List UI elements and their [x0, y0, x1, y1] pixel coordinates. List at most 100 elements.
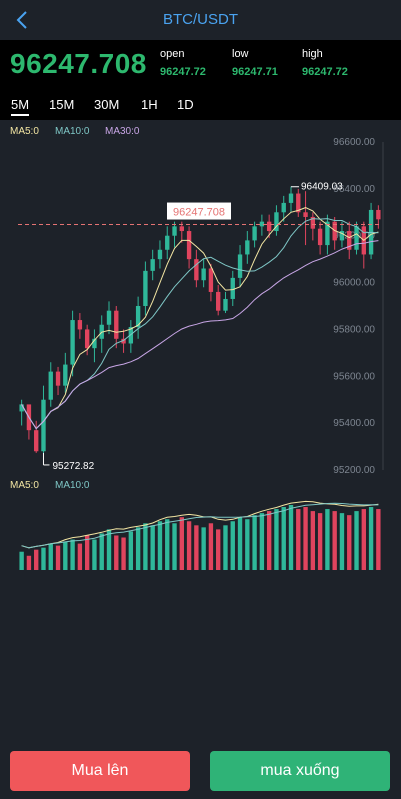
volume-bar [121, 537, 126, 570]
candle-body [208, 268, 214, 292]
high-stat: high 96247.72 [302, 48, 348, 78]
high-value: 96247.72 [302, 66, 348, 78]
volume-bar [63, 541, 68, 570]
y-tick-label: 96600.00 [333, 137, 375, 148]
candle-body [310, 216, 316, 229]
candle-body [354, 226, 359, 250]
volume-bar [157, 521, 163, 570]
candle-body [41, 399, 46, 452]
candle-body [48, 371, 53, 400]
volume-bar [259, 513, 265, 570]
candle-body [223, 298, 228, 311]
volume-bar [114, 535, 119, 570]
volume-bar [70, 539, 75, 570]
volume-bar [245, 519, 250, 570]
ticker-panel: 96247.708 open 96247.72 low 96247.71 hig… [0, 40, 401, 92]
volume-bar [354, 511, 359, 570]
volume-bar [186, 521, 192, 570]
candle-body [84, 329, 90, 349]
volume-bar [194, 525, 199, 570]
volume-bar [223, 525, 228, 570]
candle-body [347, 231, 352, 250]
volume-bar [325, 509, 330, 570]
y-tick-label: 95800.00 [333, 324, 375, 335]
candle-body [157, 249, 163, 260]
volume-bar [172, 523, 177, 570]
candle-body [274, 212, 279, 232]
tab-5m[interactable]: 5M [11, 97, 30, 116]
volume-bar [266, 511, 272, 570]
candle-body [296, 193, 301, 213]
open-stat: open 96247.72 [160, 48, 206, 78]
candle-body [288, 193, 294, 203]
current-price-label: 96247.708 [173, 207, 225, 219]
volume-bar [55, 545, 61, 570]
tab-15m[interactable]: 15M [49, 97, 75, 112]
vol-ma5-indicator: MA5:0 [10, 480, 39, 491]
candle-body [245, 240, 250, 255]
buy-down-button[interactable]: mua xuống [210, 751, 390, 791]
volume-bar [347, 515, 352, 570]
volume-bar [99, 533, 104, 570]
low-stat: low 96247.71 [232, 48, 278, 78]
max-price-label: 96409.03 [301, 182, 343, 193]
ma5-line [21, 207, 379, 430]
volume-bar [317, 513, 323, 570]
candle-body [201, 268, 206, 281]
tab-1d[interactable]: 1D [177, 97, 194, 112]
candle-body [186, 231, 192, 260]
volume-bar [296, 509, 301, 570]
low-label: low [232, 48, 249, 60]
candle-body [135, 306, 141, 328]
page-title: BTC/USDT [163, 11, 238, 28]
volume-bar [19, 551, 24, 570]
volume-bar [150, 525, 155, 570]
volume-bar [106, 529, 112, 570]
candle-body [128, 327, 134, 344]
y-tick-label: 95200.00 [333, 465, 375, 476]
candle-body [34, 430, 39, 452]
candle-body [92, 338, 97, 349]
volume-ma10-line [21, 502, 379, 549]
candle-body [266, 221, 272, 232]
candle-body [165, 235, 170, 250]
volume-bar [361, 509, 366, 570]
candle-body [172, 226, 177, 236]
tab-30m[interactable]: 30M [94, 97, 120, 112]
candle-body [179, 226, 184, 232]
y-tick-label: 95600.00 [333, 371, 375, 382]
tab-1h[interactable]: 1H [141, 97, 158, 112]
candle-body [114, 310, 119, 339]
candle-body [106, 310, 112, 325]
ma5-indicator: MA5:0 [10, 126, 39, 137]
volume-bar [34, 549, 39, 570]
volume-bar [208, 523, 214, 570]
candle-body [259, 221, 265, 227]
candle-body [216, 291, 221, 311]
min-price-label: 95272.82 [52, 461, 94, 472]
candle-body [252, 226, 257, 241]
last-price: 96247.708 [10, 48, 147, 79]
volume-bar [281, 507, 286, 570]
volume-bar [310, 511, 316, 570]
vol-ma10-indicator: MA10:0 [55, 480, 90, 491]
candle-body [339, 231, 345, 241]
buy-up-button[interactable]: Mua lên [10, 751, 190, 791]
candle-body [121, 338, 126, 344]
volume-bar [368, 507, 374, 570]
candle-body [143, 270, 148, 306]
volume-bar [216, 529, 221, 570]
volume-bar [143, 523, 148, 570]
candle-body [230, 277, 235, 299]
high-label: high [302, 48, 323, 60]
candle-body [70, 320, 75, 365]
candle-body [150, 259, 155, 271]
candle-body [237, 254, 243, 278]
volume-bar [230, 521, 235, 570]
kline-chart: 96600.0096400.0096200.0096000.0095800.00… [18, 137, 384, 570]
volume-bar [303, 507, 308, 570]
volume-bar [237, 517, 243, 570]
volume-bar [165, 519, 170, 570]
chevron-left-icon[interactable] [14, 10, 32, 30]
candle-body [63, 364, 68, 386]
